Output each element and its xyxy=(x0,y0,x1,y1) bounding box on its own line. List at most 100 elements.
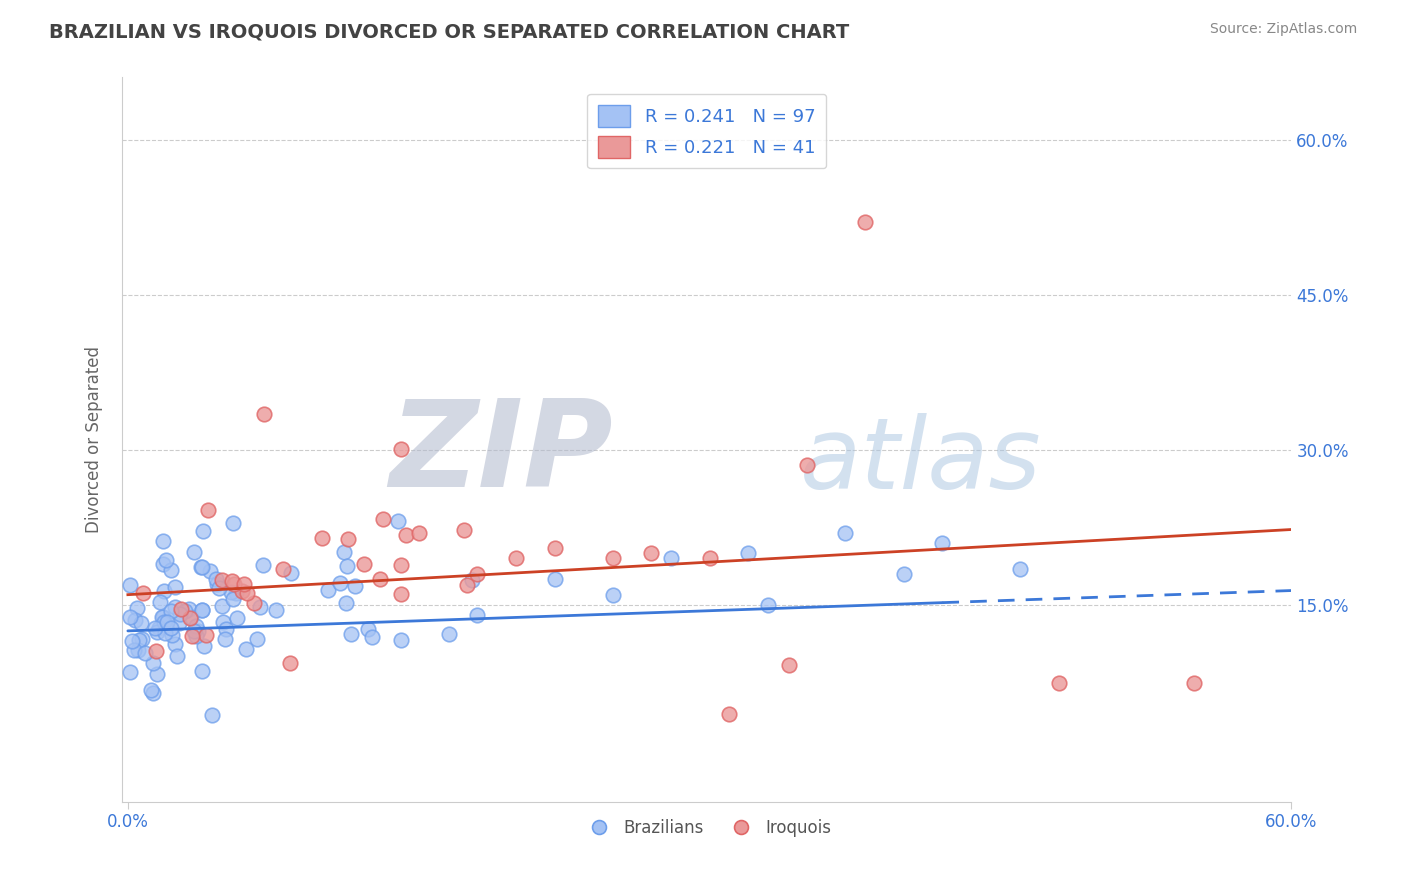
Brazilians xyxy=(131,632,153,647)
Brazilians xyxy=(183,545,205,559)
Brazilians xyxy=(160,628,183,642)
Brazilians xyxy=(160,563,183,577)
Brazilians xyxy=(191,603,214,617)
Iroquois xyxy=(179,611,201,625)
Text: atlas: atlas xyxy=(800,413,1042,509)
Brazilians xyxy=(387,514,409,528)
Iroquois xyxy=(221,574,243,588)
Iroquois xyxy=(718,706,741,721)
Brazilians xyxy=(149,595,172,609)
Brazilians xyxy=(264,603,287,617)
Text: ZIP: ZIP xyxy=(389,395,613,513)
Iroquois xyxy=(465,566,488,581)
Brazilians xyxy=(389,633,412,648)
Iroquois xyxy=(505,551,527,566)
Brazilians xyxy=(165,581,187,595)
Text: Source: ZipAtlas.com: Source: ZipAtlas.com xyxy=(1209,22,1357,37)
Brazilians xyxy=(187,624,209,639)
Brazilians xyxy=(204,572,226,586)
Brazilians xyxy=(602,588,624,602)
Brazilians xyxy=(118,665,141,679)
Brazilians xyxy=(215,622,238,636)
Iroquois xyxy=(699,551,721,566)
Brazilians xyxy=(142,656,165,670)
Iroquois xyxy=(236,586,259,600)
Text: BRAZILIAN VS IROQUOIS DIVORCED OR SEPARATED CORRELATION CHART: BRAZILIAN VS IROQUOIS DIVORCED OR SEPARA… xyxy=(49,22,849,41)
Iroquois xyxy=(389,587,412,601)
Brazilians xyxy=(141,683,163,698)
Brazilians xyxy=(146,625,169,640)
Iroquois xyxy=(231,584,253,599)
Brazilians xyxy=(339,626,361,640)
Iroquois xyxy=(353,558,375,572)
Brazilians xyxy=(160,621,183,635)
Brazilians xyxy=(152,610,174,624)
Brazilians xyxy=(737,546,759,560)
Iroquois xyxy=(395,528,418,542)
Iroquois xyxy=(271,562,294,576)
Iroquois xyxy=(278,656,301,670)
Brazilians xyxy=(249,600,271,615)
Legend: Brazilians, Iroquois: Brazilians, Iroquois xyxy=(575,813,838,844)
Brazilians xyxy=(193,639,215,653)
Brazilians xyxy=(543,572,565,586)
Brazilians xyxy=(142,685,165,699)
Brazilians xyxy=(191,665,214,679)
Iroquois xyxy=(408,525,430,540)
Iroquois xyxy=(853,215,876,229)
Brazilians xyxy=(121,634,143,648)
Brazilians xyxy=(336,558,359,573)
Iroquois xyxy=(233,577,256,591)
Brazilians xyxy=(437,627,460,641)
Iroquois xyxy=(197,503,219,517)
Brazilians xyxy=(118,610,141,624)
Iroquois xyxy=(1184,675,1206,690)
Y-axis label: Divorced or Separated: Divorced or Separated xyxy=(86,346,103,533)
Brazilians xyxy=(1008,562,1031,576)
Brazilians xyxy=(221,516,243,530)
Iroquois xyxy=(170,602,193,616)
Brazilians xyxy=(128,632,150,647)
Brazilians xyxy=(191,560,214,574)
Brazilians xyxy=(155,553,177,567)
Brazilians xyxy=(163,600,186,615)
Brazilians xyxy=(335,596,357,610)
Brazilians xyxy=(318,583,340,598)
Brazilians xyxy=(190,560,212,574)
Iroquois xyxy=(242,596,264,610)
Brazilians xyxy=(361,630,384,644)
Brazilians xyxy=(756,598,779,612)
Iroquois xyxy=(779,658,801,673)
Iroquois xyxy=(336,533,359,547)
Iroquois xyxy=(145,644,167,658)
Iroquois xyxy=(132,585,155,599)
Iroquois xyxy=(389,558,412,572)
Brazilians xyxy=(214,632,236,646)
Brazilians xyxy=(834,525,856,540)
Brazilians xyxy=(148,622,170,636)
Brazilians xyxy=(180,610,202,624)
Brazilians xyxy=(461,573,484,587)
Brazilians xyxy=(134,647,156,661)
Brazilians xyxy=(120,578,142,592)
Brazilians xyxy=(225,586,247,600)
Brazilians xyxy=(122,642,145,657)
Brazilians xyxy=(152,615,174,629)
Brazilians xyxy=(184,619,207,633)
Brazilians xyxy=(931,536,953,550)
Iroquois xyxy=(181,629,204,643)
Brazilians xyxy=(174,604,197,618)
Brazilians xyxy=(252,558,274,572)
Brazilians xyxy=(219,585,242,599)
Brazilians xyxy=(163,637,186,651)
Brazilians xyxy=(465,608,488,623)
Iroquois xyxy=(371,512,394,526)
Brazilians xyxy=(344,579,367,593)
Brazilians xyxy=(166,649,188,664)
Iroquois xyxy=(368,572,391,586)
Brazilians xyxy=(127,642,149,657)
Brazilians xyxy=(146,666,169,681)
Iroquois xyxy=(796,458,818,473)
Brazilians xyxy=(156,615,179,629)
Brazilians xyxy=(329,575,352,590)
